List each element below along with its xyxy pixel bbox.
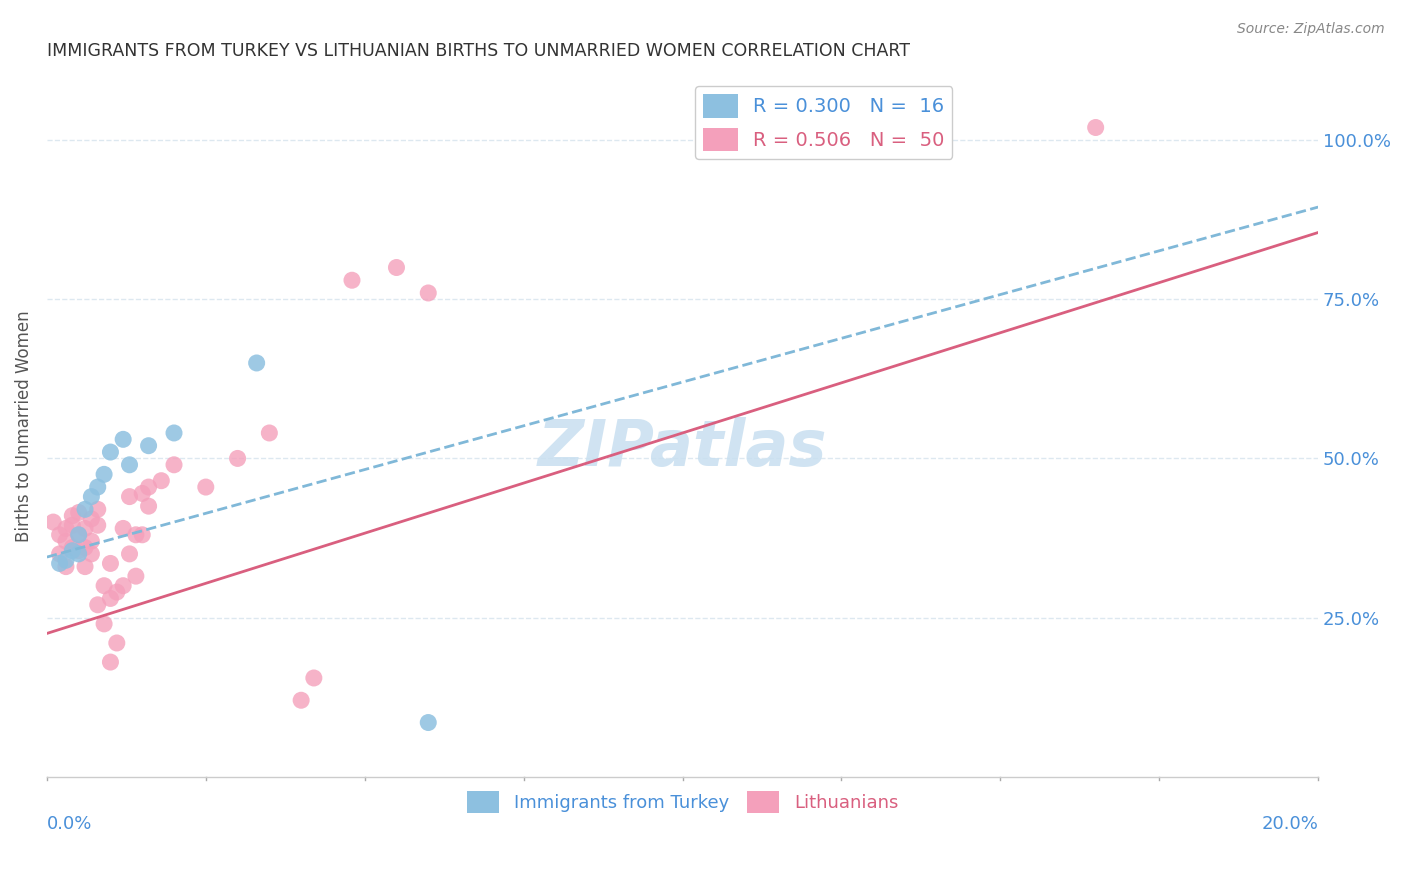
Point [112,521,135,535]
Point [118,458,141,472]
Point [194,480,217,494]
Point [118,490,141,504]
Point [67,543,90,558]
Point [48,547,70,561]
Point [87,518,110,533]
Point [48,557,70,571]
Point [67,506,90,520]
Point [100,655,122,669]
Point [302,671,325,685]
Point [105,636,128,650]
Point [80,534,103,549]
Point [55,521,77,535]
Point [60,518,83,533]
Text: 20.0%: 20.0% [1261,815,1319,833]
Point [73,502,96,516]
Point [131,528,153,542]
Point [925,120,948,135]
Point [80,512,103,526]
Point [105,585,128,599]
Text: IMMIGRANTS FROM TURKEY VS LITHUANIAN BIRTHS TO UNMARRIED WOMEN CORRELATION CHART: IMMIGRANTS FROM TURKEY VS LITHUANIAN BIR… [46,42,910,60]
Point [163,425,186,440]
Point [93,616,115,631]
Point [163,458,186,472]
Point [55,553,77,567]
Point [60,508,83,523]
Point [48,528,70,542]
Point [112,579,135,593]
Point [100,591,122,606]
Point [67,528,90,542]
Point [118,547,141,561]
Point [60,541,83,555]
Point [87,502,110,516]
Point [290,693,312,707]
Point [93,467,115,482]
Text: Source: ZipAtlas.com: Source: ZipAtlas.com [1237,22,1385,37]
Point [418,715,440,730]
Point [80,490,103,504]
Point [73,521,96,535]
Point [60,543,83,558]
Point [67,547,90,561]
Point [93,579,115,593]
Point [100,445,122,459]
Text: ZIPatlas: ZIPatlas [537,417,827,479]
Point [73,559,96,574]
Point [112,433,135,447]
Point [246,356,269,370]
Point [131,486,153,500]
Point [80,547,103,561]
Point [42,515,65,529]
Point [150,474,173,488]
Point [100,557,122,571]
Point [418,285,440,300]
Point [340,273,363,287]
Point [125,528,148,542]
Point [55,534,77,549]
Point [138,439,160,453]
Point [1084,120,1107,135]
Point [138,499,160,513]
Point [73,541,96,555]
Point [226,451,249,466]
Point [87,598,110,612]
Text: 0.0%: 0.0% [46,815,93,833]
Point [259,425,281,440]
Point [87,480,110,494]
Point [67,528,90,542]
Point [55,559,77,574]
Point [138,480,160,494]
Point [125,569,148,583]
Point [385,260,408,275]
Legend: Immigrants from Turkey, Lithuanians: Immigrants from Turkey, Lithuanians [460,784,905,820]
Y-axis label: Births to Unmarried Women: Births to Unmarried Women [15,310,32,542]
